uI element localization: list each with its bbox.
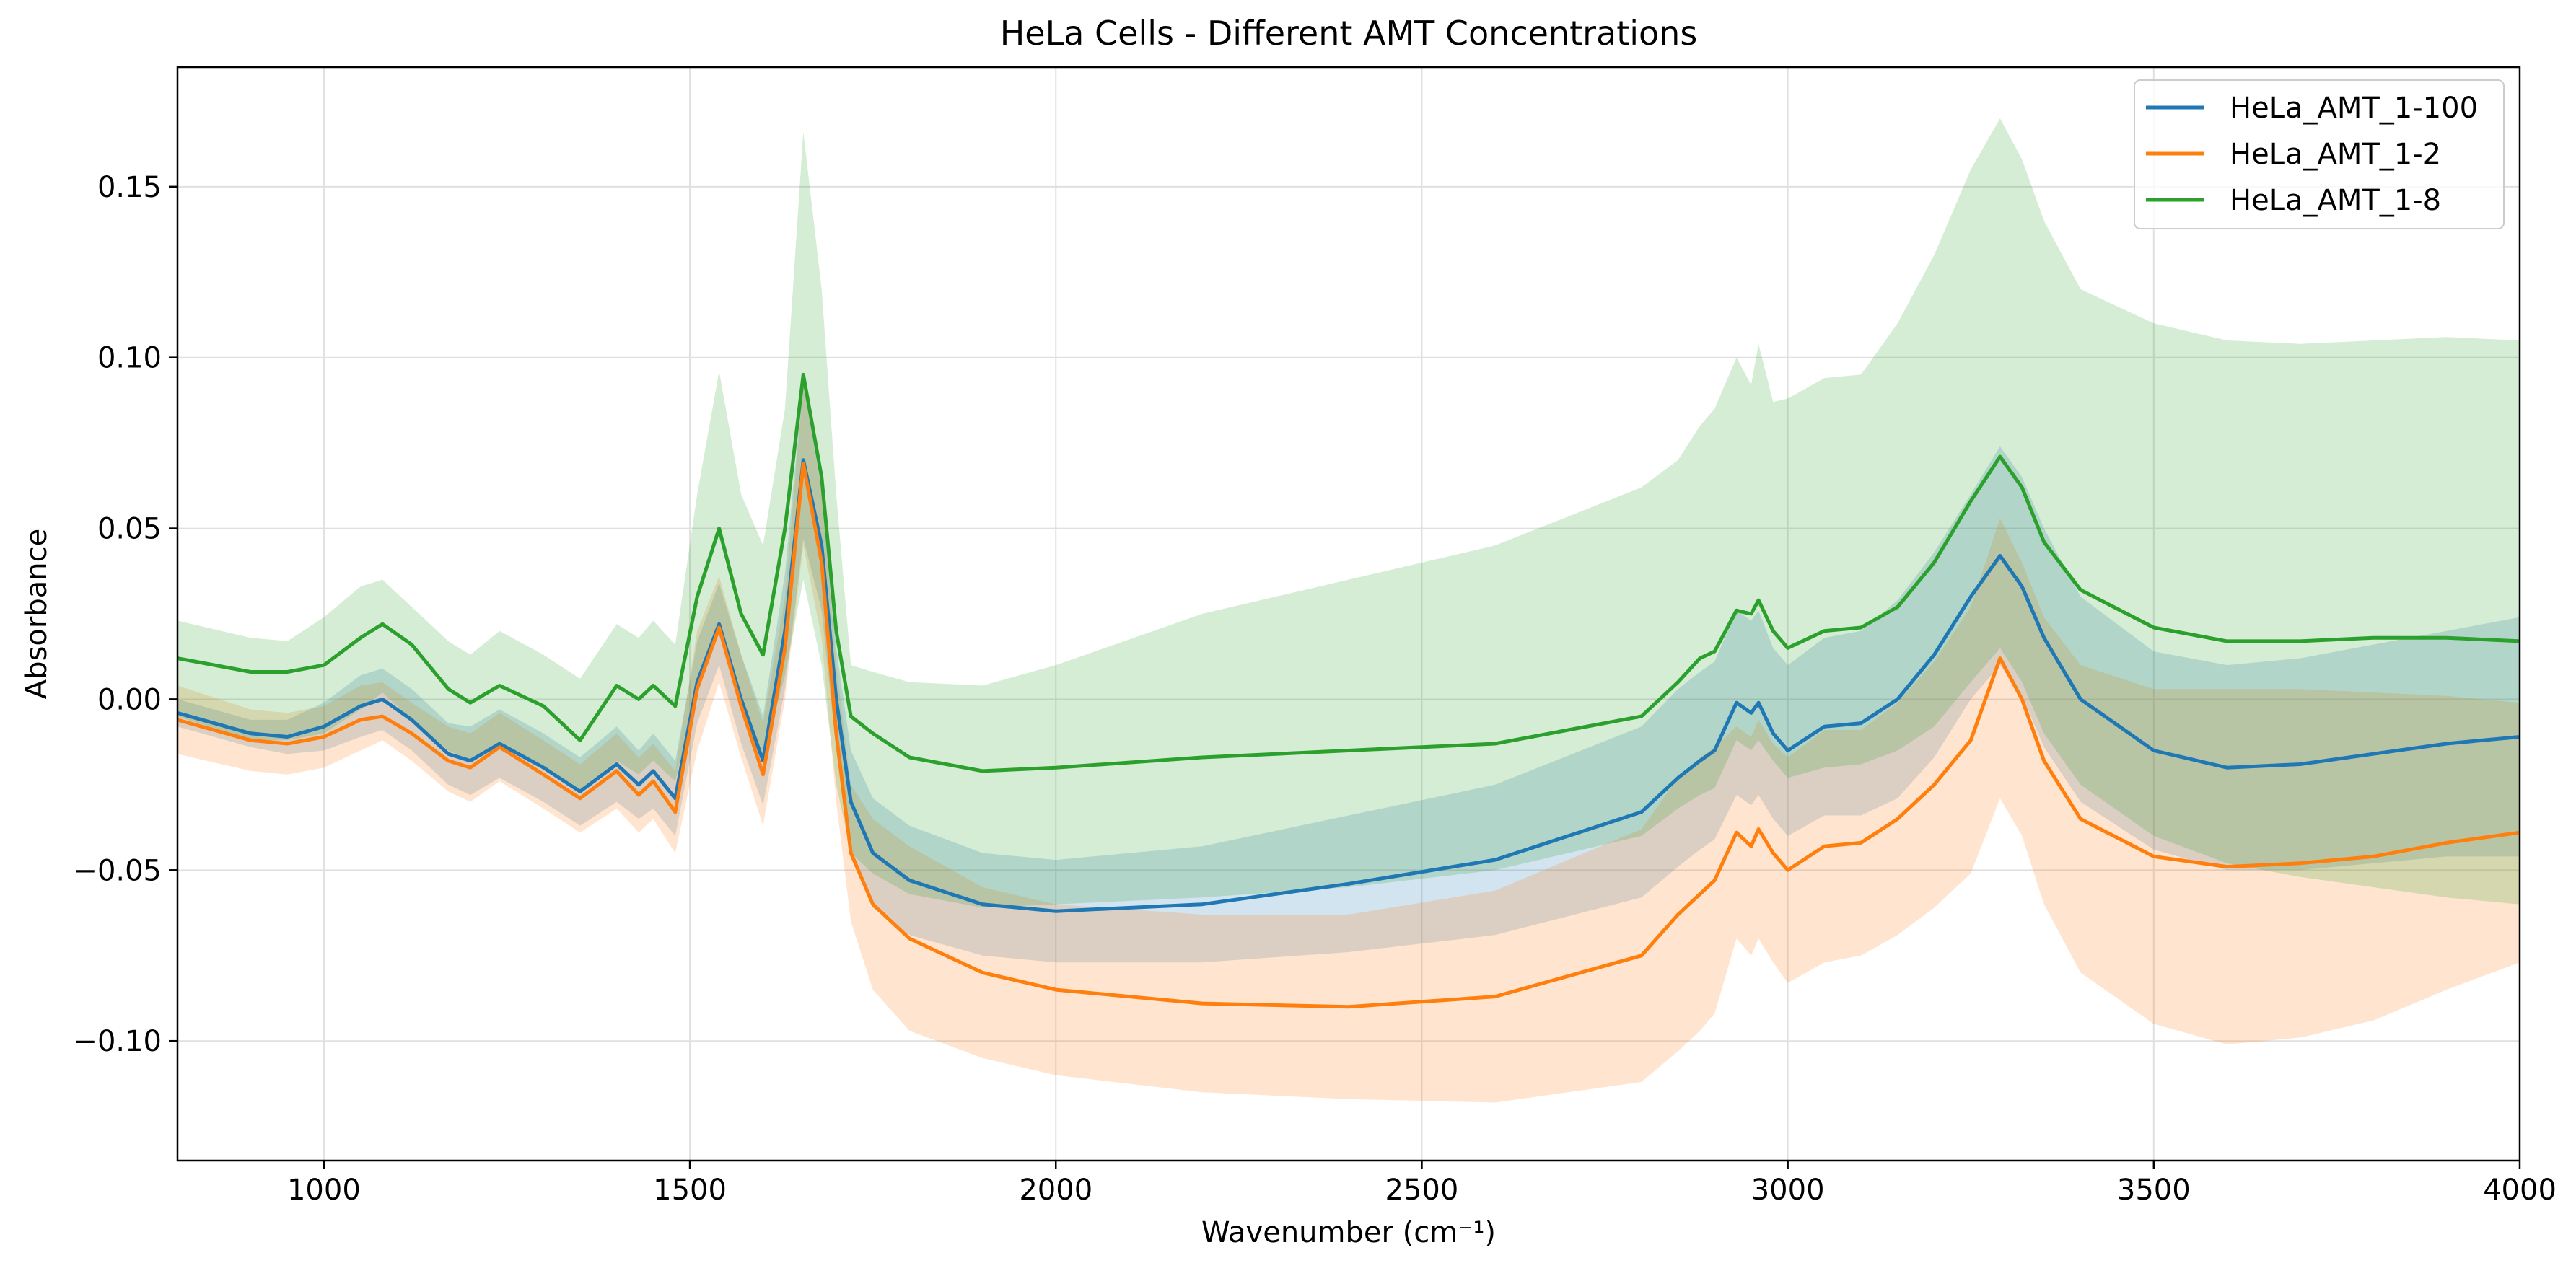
y-axis-label: Absorbance	[20, 529, 53, 699]
confidence-bands	[178, 118, 2520, 1103]
x-tick-label: 2500	[1385, 1174, 1459, 1207]
y-tick-label: 0.15	[97, 171, 162, 204]
series-lines	[177, 372, 2520, 1009]
legend-label: HeLa_AMT_1-8	[2230, 184, 2441, 217]
series-line-0	[177, 458, 2520, 913]
grid-lines	[178, 67, 2520, 1161]
x-tick-label: 4000	[2483, 1174, 2557, 1207]
series-line-1	[177, 462, 2520, 1009]
x-tick-label: 2000	[1019, 1174, 1092, 1207]
legend-box	[2134, 79, 2505, 229]
x-tick-label: 3500	[2117, 1174, 2191, 1207]
x-tick-label: 1500	[653, 1174, 727, 1207]
y-tick-label: 0.10	[97, 342, 162, 375]
chart-title: HeLa Cells - Different AMT Concentration…	[1000, 14, 1698, 53]
y-tick-label: −0.10	[73, 1025, 162, 1058]
plot-area-frame	[176, 66, 2521, 1162]
legend-label: HeLa_AMT_1-100	[2230, 92, 2478, 125]
x-tick-label: 3000	[1751, 1174, 1825, 1207]
confidence-band-1	[178, 384, 2520, 1103]
confidence-band-2	[178, 118, 2520, 908]
y-tick-label: 0.05	[97, 513, 162, 546]
series-line-2	[177, 372, 2520, 773]
x-axis-label: Wavenumber (cm⁻¹)	[1201, 1216, 1496, 1249]
y-tick-label: −0.05	[73, 854, 162, 887]
y-axis-ticks: −0.10 −0.05 0.00 0.05 0.10 0.15	[73, 171, 178, 1058]
y-tick-label: 0.00	[97, 683, 162, 716]
legend-label: HeLa_AMT_1-2	[2230, 138, 2441, 171]
x-axis-ticks: 1000 1500 2000 2500 3000 3500 4000	[287, 1161, 2557, 1207]
confidence-band-0	[178, 381, 2520, 963]
x-tick-label: 1000	[287, 1174, 361, 1207]
legend: HeLa_AMT_1-100 HeLa_AMT_1-2 HeLa_AMT_1-8	[2134, 79, 2505, 229]
